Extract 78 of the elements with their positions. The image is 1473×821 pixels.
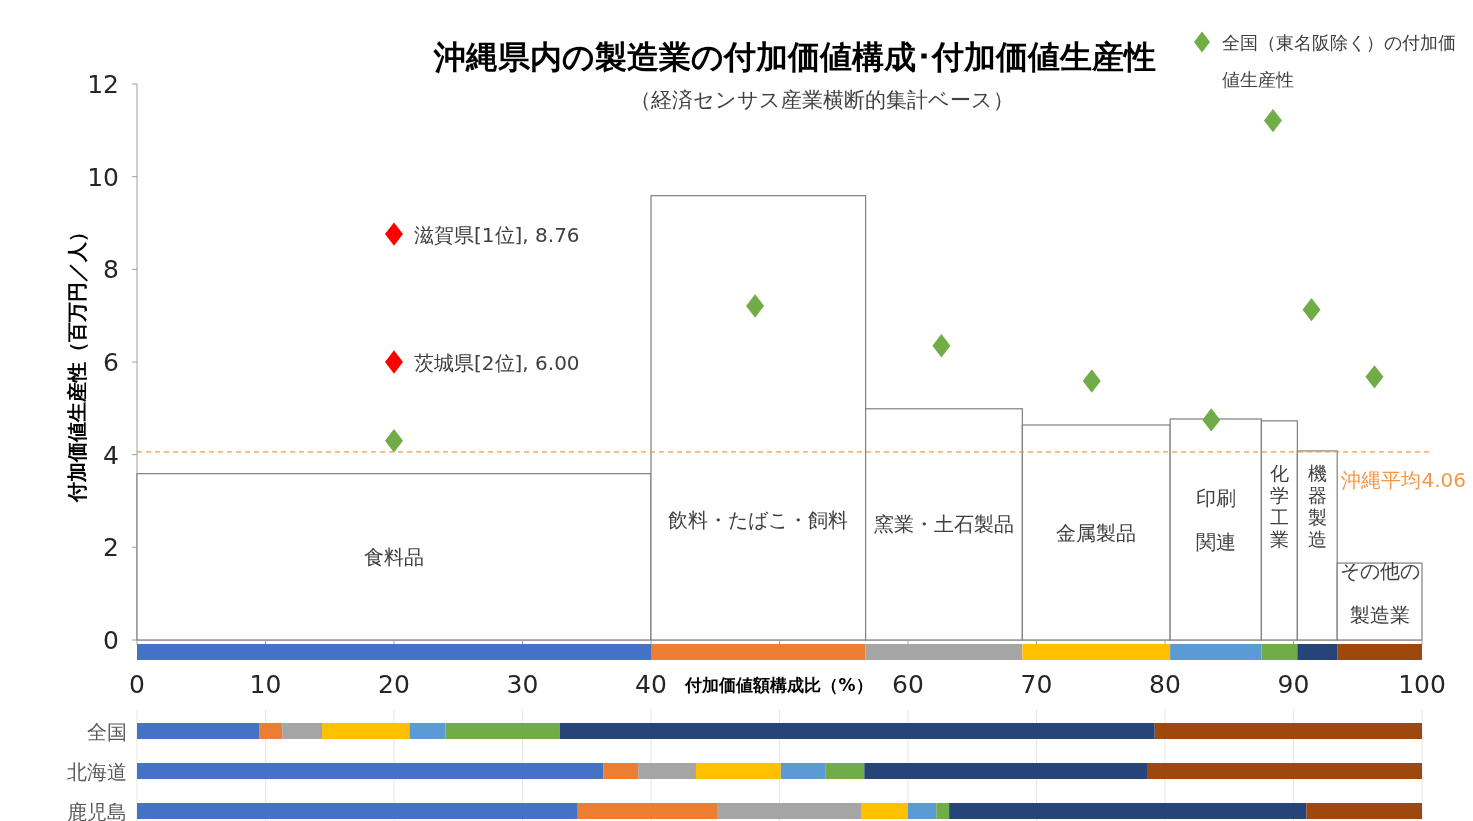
bar — [137, 763, 604, 779]
point — [1302, 297, 1321, 322]
bar — [1022, 644, 1171, 660]
y-tick-label: 北海道 — [67, 760, 127, 784]
point — [385, 222, 403, 246]
bar — [445, 723, 560, 739]
x-tick-label: 80 — [1149, 670, 1181, 699]
x-tick-label: 90 — [1277, 670, 1310, 699]
chart-subtitle: （経済センサス産業横断的集計ベース） — [630, 88, 1014, 112]
bar — [936, 803, 950, 819]
category-label: 機器製造 — [1307, 461, 1327, 550]
bar — [1147, 763, 1422, 779]
chart-title: 沖縄県内の製造業の付加価値構成･付加価値生産性 — [433, 38, 1156, 76]
bar — [282, 723, 323, 739]
y-axis-title: 付加価値生産性（百万円／人） — [65, 222, 89, 503]
x-tick-label: 20 — [378, 670, 410, 699]
y-tick-label: 10 — [87, 162, 119, 192]
point — [932, 334, 951, 358]
x-tick-label: 10 — [249, 670, 282, 699]
bar — [695, 763, 781, 779]
y-tick-label: 4 — [103, 440, 119, 470]
y-tick-label: 2 — [103, 533, 119, 563]
x-tick-label: 40 — [635, 670, 667, 699]
bar — [908, 803, 937, 819]
bar — [1170, 644, 1262, 660]
point — [746, 294, 765, 318]
y-tick-label: 全国 — [87, 720, 127, 744]
point — [385, 429, 403, 453]
bar — [825, 763, 865, 779]
bar — [1297, 644, 1338, 660]
x-tick-label: 0 — [129, 670, 145, 699]
x-tick-label: 60 — [892, 670, 924, 699]
bar — [1337, 644, 1422, 660]
category-label: 化学工業 — [1269, 461, 1289, 550]
category-label: 窯業・土石製品 — [873, 512, 1014, 537]
bar — [861, 803, 908, 819]
bar — [1154, 723, 1422, 739]
x-tick-label: 70 — [1020, 670, 1053, 699]
y-tick-label: 6 — [103, 348, 119, 377]
x-tick-label: 30 — [506, 670, 539, 699]
bar — [864, 763, 1148, 779]
y-tick-label: 鹿児島 — [67, 800, 127, 821]
bar — [137, 803, 578, 819]
category-label: 金属製品 — [1056, 520, 1137, 545]
bar — [1306, 803, 1422, 819]
data-label: 茨城県[2位], 6.00 — [414, 351, 580, 375]
bar — [949, 803, 1307, 819]
bar — [409, 723, 446, 739]
point — [1082, 369, 1101, 393]
category-label: その他の製造業 — [1339, 558, 1420, 627]
y-tick-label: 8 — [103, 255, 119, 285]
point — [1365, 365, 1384, 389]
bar — [717, 803, 862, 819]
bar — [638, 763, 696, 779]
bar — [137, 644, 651, 660]
bar — [603, 763, 639, 779]
bar — [137, 723, 260, 739]
bar — [259, 723, 283, 739]
bar — [577, 803, 718, 819]
x-tick-label: 100 — [1398, 670, 1446, 699]
y-tick-label: 12 — [87, 70, 119, 99]
point — [385, 350, 403, 374]
x-axis-title: 付加価値額構成比（%） — [684, 675, 873, 695]
y-tick-label: 0 — [103, 626, 119, 655]
bar — [322, 723, 410, 739]
point — [1202, 408, 1221, 432]
bar — [559, 723, 1155, 739]
bar — [865, 644, 1023, 660]
category-label: 印刷関連 — [1195, 486, 1236, 555]
ref-line-label: 沖縄平均4.06 — [1341, 467, 1466, 492]
point — [1263, 108, 1282, 133]
bar — [780, 763, 826, 779]
category-label: 食料品 — [364, 544, 424, 569]
bar — [651, 644, 866, 660]
category-label: 飲料・たばこ・飼料 — [668, 507, 849, 532]
data-label: 滋賀県[1位], 8.76 — [414, 223, 580, 248]
legend-label: 全国（東名阪除く）の付加価値生産性 — [1222, 32, 1456, 90]
bar — [1261, 644, 1298, 660]
